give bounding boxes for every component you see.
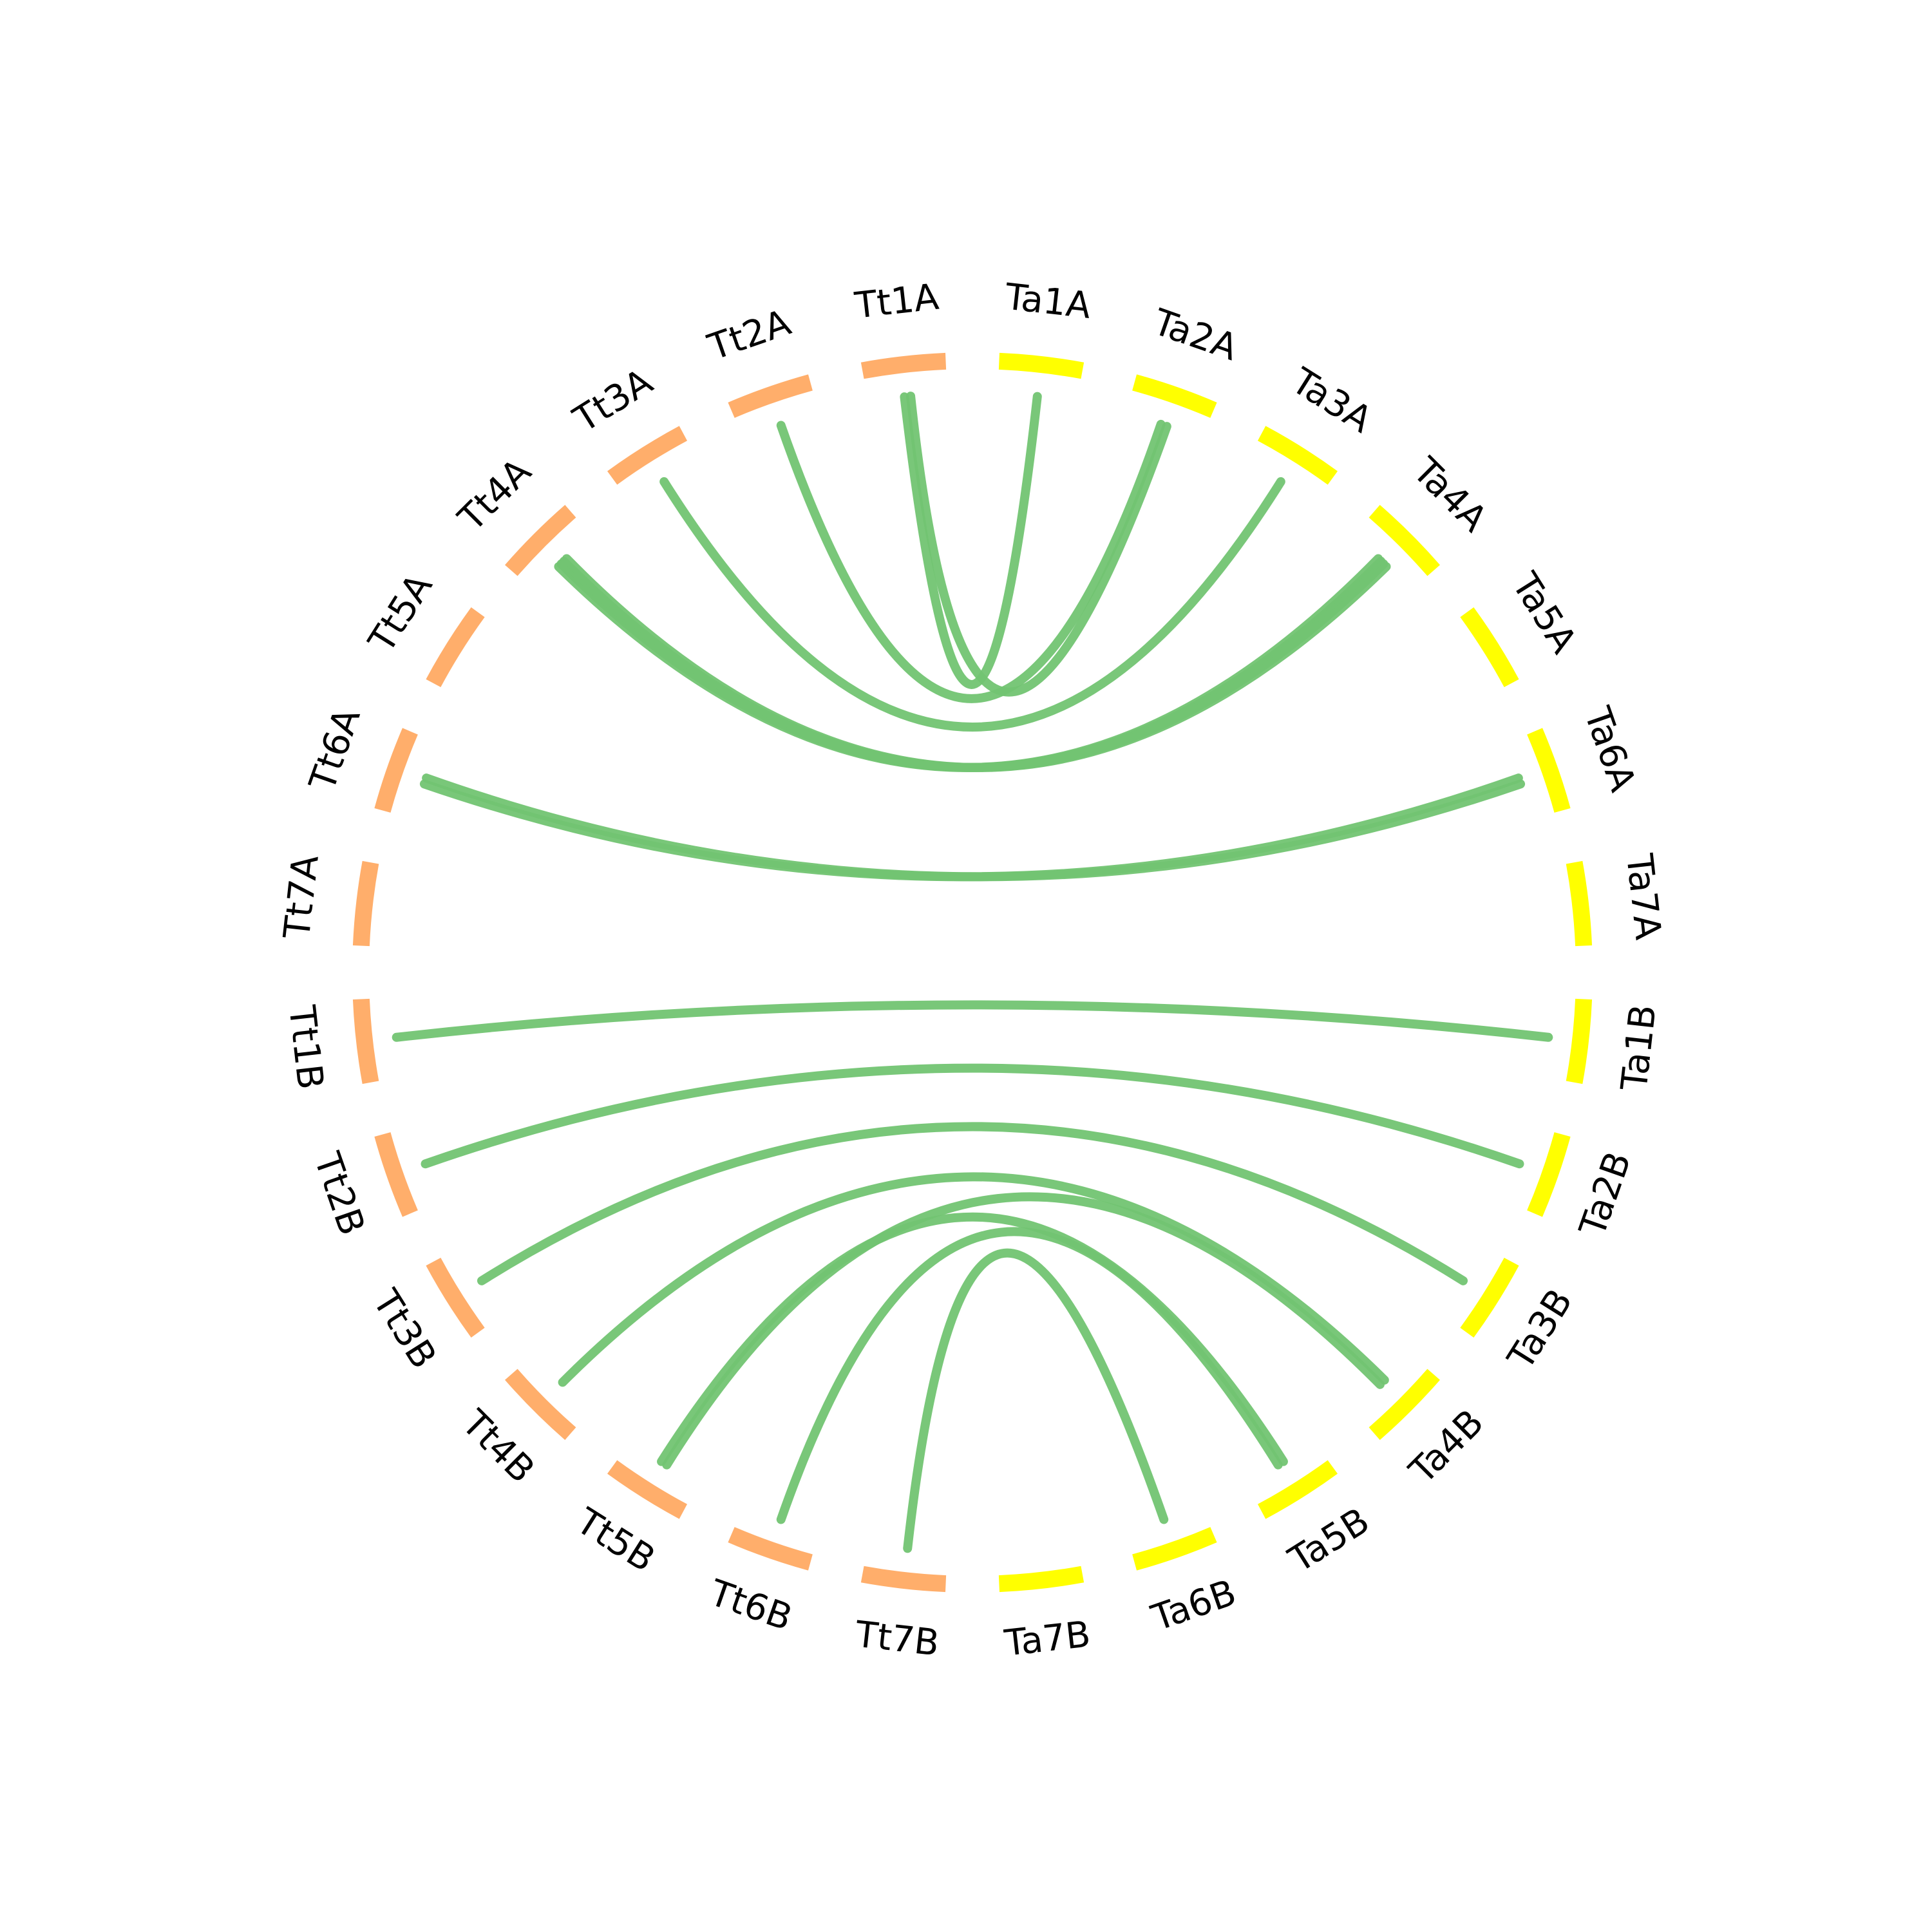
segment-ta3b [1460, 1257, 1519, 1338]
segment-label-tt4a: Tt4A [450, 451, 540, 540]
segment-label-ta6b: Ta6B [1146, 1571, 1241, 1640]
segment-ta3a [1257, 426, 1338, 485]
segment-ta7b [998, 1566, 1084, 1593]
segment-label-ta5a: Ta5A [1503, 565, 1584, 661]
segment-ta6a [1527, 728, 1571, 813]
segments-layer [352, 352, 1593, 1593]
link-ta4b-tt5b [662, 1192, 1385, 1470]
segment-tt6a [374, 728, 418, 813]
segment-ta2a [1132, 374, 1217, 418]
segment-label-tt7a: Tt7A [276, 853, 327, 942]
segment-label-tt6b: Tt6B [704, 1572, 797, 1640]
segment-ta6b [1132, 1527, 1217, 1571]
segment-label-tt5b: Tt5B [569, 1500, 663, 1580]
link-ta2b-tt2b [421, 1063, 1524, 1169]
segment-label-ta4a: Ta4A [1405, 450, 1495, 540]
segment-label-tt1b: Tt1B [280, 1003, 331, 1092]
links-layer [392, 392, 1553, 1553]
segment-label-tt2a: Tt2A [703, 301, 796, 369]
segment-tt2b [374, 1132, 418, 1217]
segment-tt3a [607, 426, 688, 485]
link-ta6b-tt7b [903, 1248, 1169, 1553]
segment-label-ta7a: Ta7A [1618, 851, 1669, 942]
segment-ta2b [1527, 1132, 1571, 1217]
segment-tt1a [860, 352, 947, 379]
segment-ta5b [1257, 1460, 1338, 1519]
segment-label-ta2b: Ta2B [1571, 1146, 1640, 1242]
segment-label-ta2a: Ta2A [1148, 301, 1243, 369]
link-ta1b-tt1b [392, 1000, 1553, 1042]
segment-tt7b [860, 1566, 947, 1593]
segment-label-tt2b: Tt2B [305, 1147, 373, 1240]
segment-label-ta5b: Ta5B [1282, 1500, 1377, 1581]
segment-tt1b [352, 998, 379, 1084]
segment-ta5a [1460, 607, 1519, 688]
segment-label-ta1b: Ta1B [1613, 1003, 1665, 1094]
link-ta4a-tt4a [562, 554, 1391, 772]
segment-label-ta6a: Ta6A [1576, 701, 1644, 797]
segment-ta7a [1566, 860, 1593, 947]
link-ta2a-tt2a [776, 419, 1166, 703]
segment-tt5b [607, 1460, 688, 1519]
segment-tt6b [728, 1527, 813, 1571]
link-ta3a-tt3a [659, 477, 1285, 732]
segment-label-ta4b: Ta4B [1401, 1401, 1492, 1492]
segment-tt7a [352, 860, 379, 947]
segment-label-tt7b: Tt7B [853, 1613, 942, 1664]
segment-label-ta3b: Ta3B [1499, 1282, 1580, 1377]
segment-label-ta1a: Ta1A [1003, 276, 1094, 327]
link-ta5b-tt6b [776, 1227, 1283, 1524]
segment-ta1a [998, 352, 1084, 379]
segment-ta4a [1368, 505, 1440, 576]
segment-label-tt3b: Tt3B [364, 1282, 444, 1376]
segment-tt2a [728, 374, 813, 418]
segment-label-tt6a: Tt6A [301, 703, 369, 797]
segment-tt4b [505, 1368, 576, 1440]
segment-label-tt4b: Tt4B [453, 1402, 543, 1492]
segment-ta1b [1566, 998, 1593, 1084]
segment-ta4b [1368, 1368, 1441, 1441]
link-ta3b-tt3b [477, 1122, 1468, 1285]
segment-label-tt5a: Tt5A [361, 567, 441, 661]
segment-tt4a [505, 505, 576, 576]
segment-tt5a [426, 607, 485, 688]
segment-label-tt1a: Tt1A [852, 276, 941, 327]
link-ta4b-tt4b [558, 1172, 1389, 1387]
segment-label-tt3a: Tt3A [566, 361, 660, 441]
link-ta6a-tt6a [422, 773, 1526, 882]
segment-tt3b [426, 1257, 485, 1338]
link-ta1a-tt1a [900, 392, 1042, 689]
segment-label-ta7b: Ta7B [1002, 1613, 1093, 1665]
segment-label-ta3a: Ta3A [1283, 360, 1379, 441]
link-ta2a-tt1a [906, 392, 1171, 697]
